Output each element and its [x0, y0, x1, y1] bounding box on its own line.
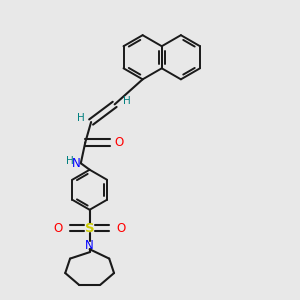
Text: N: N: [72, 157, 81, 170]
Text: S: S: [85, 221, 94, 235]
Text: H: H: [123, 96, 130, 106]
Text: O: O: [53, 221, 62, 235]
Text: H: H: [77, 113, 85, 124]
Text: O: O: [117, 221, 126, 235]
Text: O: O: [115, 136, 124, 149]
Text: H: H: [66, 156, 74, 166]
Text: N: N: [85, 239, 94, 252]
